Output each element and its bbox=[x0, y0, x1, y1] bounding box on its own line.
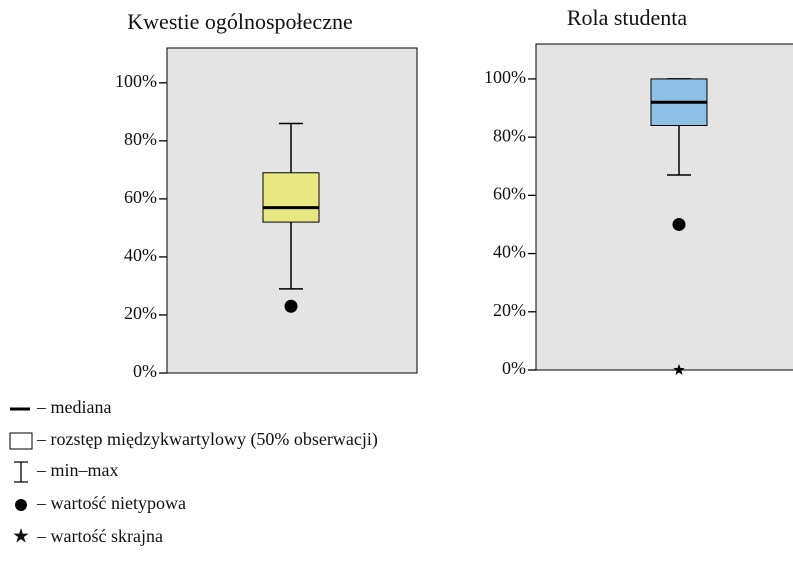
legend-box-icon bbox=[9, 432, 33, 450]
y-tick-label: 40% bbox=[493, 242, 526, 262]
y-tick-label: 0% bbox=[502, 358, 526, 378]
legend-label: – mediana bbox=[36, 397, 111, 417]
y-tick-label: 60% bbox=[124, 187, 157, 207]
y-tick-label: 100% bbox=[115, 71, 157, 91]
y-tick-label: 20% bbox=[493, 300, 526, 320]
legend-extreme-icon: ★ bbox=[12, 526, 30, 548]
legend: ★ – mediana – rozstęp międzykwartylowy (… bbox=[9, 397, 378, 548]
y-tick-label: 100% bbox=[484, 67, 526, 87]
y-tick-label: 80% bbox=[124, 129, 157, 149]
legend-label: – wartość skrajna bbox=[36, 526, 163, 546]
legend-whisker-icon bbox=[14, 461, 28, 483]
extreme bbox=[673, 364, 685, 375]
outlier bbox=[672, 217, 686, 231]
chart-title: Kwestie ogólnospołeczne bbox=[127, 9, 352, 34]
legend-outlier-icon bbox=[15, 499, 27, 511]
y-tick-label: 20% bbox=[124, 303, 157, 323]
y-tick-label: 80% bbox=[493, 125, 526, 145]
legend-label: – min–max bbox=[36, 460, 119, 480]
y-tick-label: 40% bbox=[124, 245, 157, 265]
y-tick-label: 60% bbox=[493, 183, 526, 203]
y-tick-label: 0% bbox=[133, 361, 157, 381]
outlier bbox=[284, 299, 298, 313]
chart-title: Rola studenta bbox=[567, 5, 688, 30]
box bbox=[262, 172, 320, 223]
legend-label: – wartość nietypowa bbox=[36, 493, 186, 513]
legend-label: – rozstęp międzykwartylowy (50% obserwac… bbox=[36, 429, 378, 450]
